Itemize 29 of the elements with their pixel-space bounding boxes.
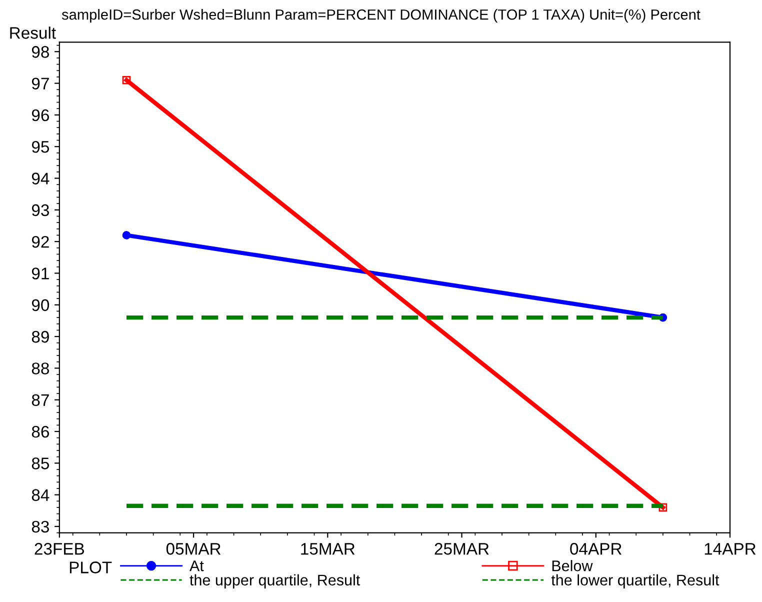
legend-label: Below [552, 560, 593, 572]
y-tick-label: 83 [32, 520, 49, 533]
y-tick-label: 88 [32, 362, 49, 374]
x-tick-label: 14APR [704, 543, 756, 555]
y-tick-label: 95 [32, 141, 50, 153]
y-tick-label: 94 [32, 172, 50, 184]
x-tick-label: 25MAR [434, 542, 489, 555]
x-tick-label: 04APR [570, 542, 622, 555]
chart-title: sampleID=Surber Wshed=Blunn Param=PERCENT DOMINANCE (TOP 1 TAXA) Unit=(%) Percent [62, 9, 700, 23]
y-tick-label: 85 [32, 458, 50, 470]
y-axis-title: Result [10, 26, 56, 39]
legend-title: PLOT [70, 562, 112, 574]
legend-label: At [190, 560, 204, 572]
y-tick-label: 96 [32, 109, 49, 122]
y-tick-label: 84 [32, 489, 50, 501]
y-tick-label: 91 [32, 268, 49, 280]
x-tick-label: 15MAR [301, 543, 355, 555]
legend-label: the upper quartile, Result [190, 574, 360, 589]
y-tick-label: 93 [32, 204, 49, 216]
y-tick-label: 90 [32, 299, 50, 312]
y-tick-label: 86 [32, 426, 49, 438]
legend-label: the lower quartile, Result [551, 574, 720, 589]
y-tick-label: 87 [32, 394, 49, 406]
x-tick-label: 05MAR [166, 542, 221, 555]
y-tick-label: 89 [32, 330, 49, 343]
y-tick-label: 97 [32, 78, 49, 90]
y-tick-label: 98 [32, 46, 49, 58]
x-tick-label: 23FEB [34, 542, 84, 555]
y-tick-label: 92 [32, 236, 49, 248]
